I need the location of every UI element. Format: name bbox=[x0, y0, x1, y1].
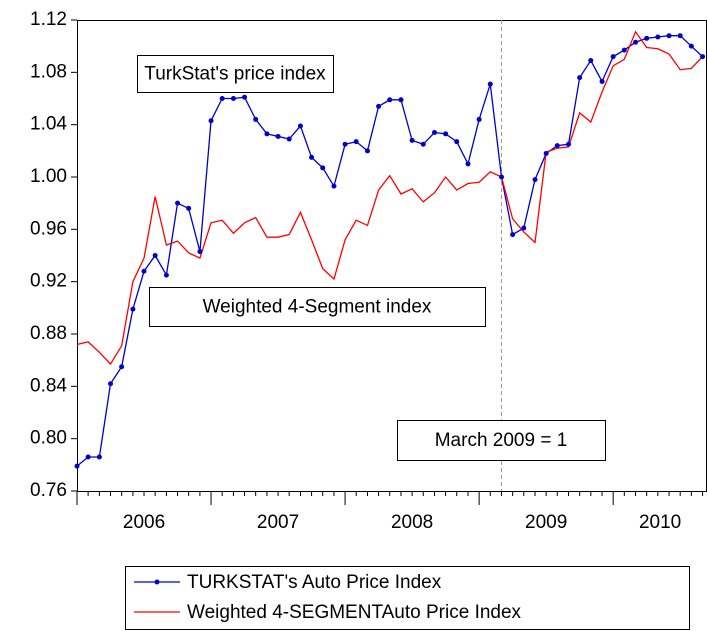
x-tick-label: 2007 bbox=[257, 512, 299, 533]
series-line bbox=[76, 30, 704, 366]
annotation: March 2009 = 1 bbox=[435, 430, 568, 451]
point bbox=[331, 183, 337, 189]
y-tick-label: 0.80 bbox=[30, 428, 67, 449]
point bbox=[644, 35, 650, 41]
point bbox=[286, 136, 292, 142]
point bbox=[152, 253, 158, 258]
point bbox=[108, 381, 114, 387]
point bbox=[320, 165, 326, 171]
y-tick-label: 0.76 bbox=[30, 480, 67, 501]
point bbox=[499, 174, 505, 180]
legend-label: TURKSTAT's Auto Price Index bbox=[187, 572, 442, 593]
point bbox=[666, 33, 672, 39]
point bbox=[186, 205, 192, 211]
y-tick-label: 0.96 bbox=[30, 218, 67, 239]
annotation: TurkStat's price index bbox=[144, 64, 326, 85]
point bbox=[476, 116, 482, 122]
annotation: Weighted 4-Segment index bbox=[203, 297, 432, 318]
point bbox=[197, 249, 203, 255]
point bbox=[409, 137, 415, 143]
point bbox=[543, 150, 549, 156]
point bbox=[230, 96, 236, 101]
point bbox=[219, 96, 225, 101]
point bbox=[655, 34, 661, 40]
y-tick-label: 1.12 bbox=[30, 9, 67, 30]
point bbox=[610, 54, 616, 60]
point bbox=[141, 268, 147, 274]
point bbox=[577, 75, 583, 81]
point bbox=[566, 141, 572, 147]
annotation-box bbox=[149, 287, 486, 327]
point bbox=[309, 154, 315, 160]
plot-frame bbox=[77, 20, 707, 492]
point bbox=[85, 454, 91, 460]
y-tick-label: 0.92 bbox=[30, 271, 67, 292]
point bbox=[454, 139, 460, 145]
point bbox=[297, 123, 303, 129]
legend-box bbox=[125, 566, 690, 630]
point bbox=[465, 161, 471, 167]
x-tick-label: 2010 bbox=[639, 512, 681, 533]
annotation-box bbox=[137, 55, 334, 93]
point bbox=[130, 306, 136, 312]
point bbox=[119, 364, 125, 370]
y-tick-label: 1.04 bbox=[30, 114, 67, 135]
point bbox=[487, 81, 493, 87]
point bbox=[677, 33, 683, 39]
point bbox=[510, 232, 516, 238]
point bbox=[74, 463, 80, 469]
point bbox=[521, 225, 527, 231]
y-tick-label: 0.88 bbox=[30, 323, 67, 344]
point bbox=[633, 39, 639, 45]
point bbox=[353, 139, 359, 145]
point bbox=[621, 47, 627, 53]
point bbox=[443, 131, 449, 137]
point bbox=[398, 97, 404, 103]
point bbox=[342, 141, 348, 147]
y-tick-label: 1.08 bbox=[30, 61, 67, 82]
point bbox=[387, 97, 393, 103]
point bbox=[420, 141, 426, 147]
point bbox=[96, 454, 102, 460]
legend-label: Weighted 4-SEGMENTAuto Price Index bbox=[187, 602, 522, 623]
y-tick-label: 0.84 bbox=[30, 375, 67, 396]
point bbox=[264, 131, 270, 137]
x-tick-label: 2006 bbox=[123, 512, 165, 533]
point bbox=[253, 116, 259, 122]
point bbox=[599, 78, 605, 84]
point bbox=[163, 272, 169, 278]
point bbox=[532, 177, 538, 183]
x-tick-label: 2008 bbox=[391, 512, 433, 533]
point bbox=[554, 143, 560, 149]
point bbox=[364, 148, 370, 154]
point bbox=[376, 103, 382, 109]
legend-marker bbox=[154, 579, 160, 585]
point bbox=[242, 94, 248, 100]
annotation-box bbox=[397, 420, 606, 461]
point bbox=[275, 133, 281, 139]
point bbox=[688, 43, 694, 49]
x-tick-label: 2009 bbox=[525, 512, 567, 533]
point bbox=[700, 54, 706, 60]
point bbox=[175, 200, 181, 206]
point bbox=[208, 118, 214, 124]
point bbox=[588, 58, 594, 64]
y-tick-label: 1.00 bbox=[30, 166, 67, 187]
point bbox=[431, 130, 437, 136]
